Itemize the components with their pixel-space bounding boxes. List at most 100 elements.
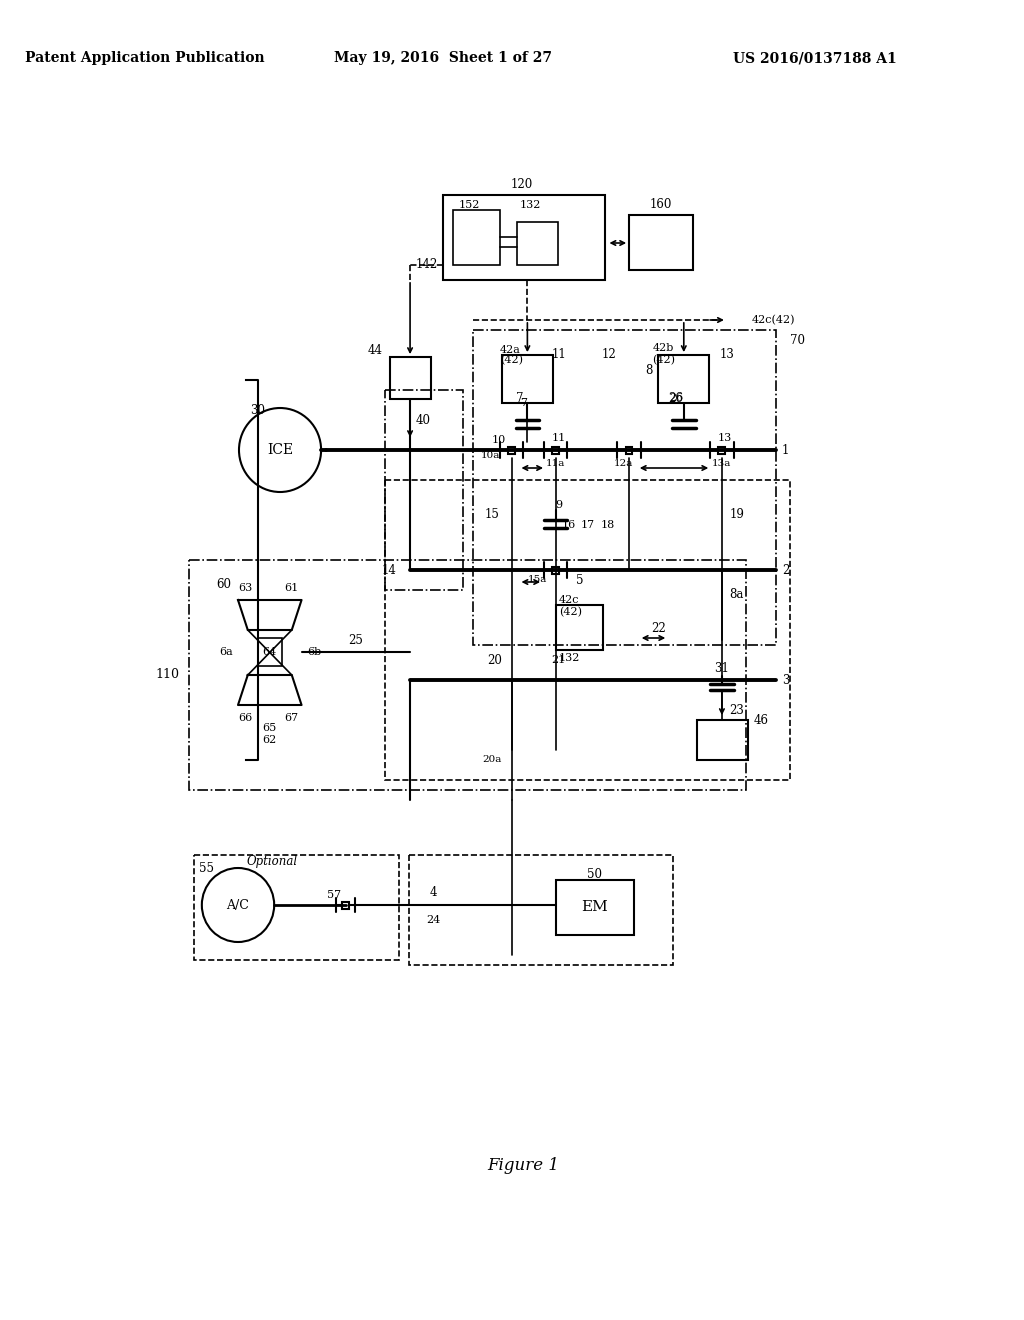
Text: 40: 40 [416, 413, 431, 426]
Bar [552, 446, 559, 454]
Text: 31: 31 [715, 661, 729, 675]
Text: 22: 22 [651, 622, 666, 635]
Text: 26: 26 [669, 393, 683, 403]
Bar [342, 902, 349, 908]
Text: 62: 62 [262, 735, 276, 744]
Text: 55: 55 [200, 862, 214, 874]
Text: 13: 13 [718, 433, 732, 444]
Bar [552, 566, 559, 573]
Text: 11a: 11a [546, 458, 565, 467]
Text: 11: 11 [551, 348, 566, 362]
Text: 16: 16 [561, 520, 575, 531]
Text: 42b: 42b [652, 343, 674, 352]
Text: Optional: Optional [247, 855, 298, 869]
Bar [556, 880, 634, 935]
Text: A/C: A/C [226, 899, 250, 912]
Text: 6b: 6b [307, 647, 322, 657]
Text: 8: 8 [645, 363, 652, 376]
Text: 25: 25 [348, 634, 362, 647]
Text: 26: 26 [669, 392, 683, 404]
Text: 50: 50 [588, 867, 602, 880]
Text: 14: 14 [382, 564, 396, 577]
Text: 15: 15 [484, 508, 500, 521]
Text: (42): (42) [500, 355, 523, 366]
Bar [385, 389, 463, 590]
Text: 132: 132 [519, 201, 541, 210]
Text: 13a: 13a [713, 458, 731, 467]
Text: 60: 60 [216, 578, 230, 591]
Text: 5: 5 [577, 573, 584, 586]
Text: 19: 19 [729, 508, 744, 521]
Text: 64: 64 [262, 647, 276, 657]
Text: 42a: 42a [500, 345, 521, 355]
Bar [194, 855, 399, 960]
Text: 4: 4 [430, 887, 437, 899]
Text: 20a: 20a [482, 755, 502, 764]
Text: 46: 46 [754, 714, 769, 726]
Text: 63: 63 [239, 583, 253, 593]
Bar [517, 222, 558, 265]
Text: 10a: 10a [480, 451, 500, 461]
Text: 2: 2 [781, 564, 790, 577]
Text: 3: 3 [781, 673, 790, 686]
Text: (42): (42) [651, 355, 675, 366]
Text: 11: 11 [552, 433, 566, 444]
Text: 20: 20 [487, 653, 502, 667]
Text: 57: 57 [327, 890, 341, 900]
Bar [473, 330, 776, 645]
Text: 70: 70 [791, 334, 805, 346]
Text: 142: 142 [415, 259, 437, 272]
Bar [189, 560, 746, 789]
Text: 10: 10 [492, 436, 506, 445]
Text: 24: 24 [426, 915, 440, 925]
Bar [502, 355, 553, 403]
Text: 8a: 8a [729, 589, 743, 602]
Text: 120: 120 [510, 178, 532, 191]
Text: 65: 65 [262, 723, 276, 733]
Text: 7: 7 [520, 399, 527, 408]
Text: 44: 44 [368, 343, 383, 356]
Text: 18: 18 [600, 520, 614, 531]
Text: 23: 23 [729, 704, 744, 717]
Text: Patent Application Publication: Patent Application Publication [26, 51, 265, 65]
Bar [697, 719, 749, 760]
Text: (42): (42) [559, 607, 582, 618]
Bar [385, 480, 791, 780]
Bar [658, 355, 710, 403]
Bar [719, 446, 725, 454]
Text: 17: 17 [581, 520, 595, 531]
Text: ICE: ICE [267, 444, 293, 457]
Text: 13: 13 [720, 348, 734, 362]
Text: 110: 110 [156, 668, 179, 681]
Text: EM: EM [582, 900, 608, 913]
Text: 7: 7 [516, 392, 523, 404]
Text: 152: 152 [459, 201, 480, 210]
Text: 160: 160 [650, 198, 673, 211]
Text: 15a: 15a [527, 576, 547, 585]
Text: Figure 1: Figure 1 [487, 1156, 559, 1173]
Text: 12a: 12a [613, 458, 633, 467]
Text: 42c(42): 42c(42) [752, 315, 795, 325]
Text: 61: 61 [285, 583, 299, 593]
Text: 21: 21 [552, 655, 566, 665]
Text: 132: 132 [559, 653, 580, 663]
Bar [453, 210, 500, 265]
Bar [556, 605, 603, 649]
Bar [410, 855, 673, 965]
Bar [508, 446, 515, 454]
Text: US 2016/0137188 A1: US 2016/0137188 A1 [733, 51, 897, 65]
Bar [443, 195, 604, 280]
Text: 67: 67 [285, 713, 299, 723]
Text: 30: 30 [250, 404, 265, 417]
Bar [629, 215, 692, 271]
Text: 12: 12 [602, 348, 616, 362]
Text: 1: 1 [781, 444, 790, 457]
Text: May 19, 2016  Sheet 1 of 27: May 19, 2016 Sheet 1 of 27 [334, 51, 552, 65]
Text: 6a: 6a [219, 647, 233, 657]
Text: 66: 66 [239, 713, 253, 723]
Bar [258, 638, 282, 667]
Text: 9: 9 [555, 500, 562, 510]
Bar [389, 356, 431, 399]
Bar [626, 446, 633, 454]
Text: 42c: 42c [559, 595, 580, 605]
